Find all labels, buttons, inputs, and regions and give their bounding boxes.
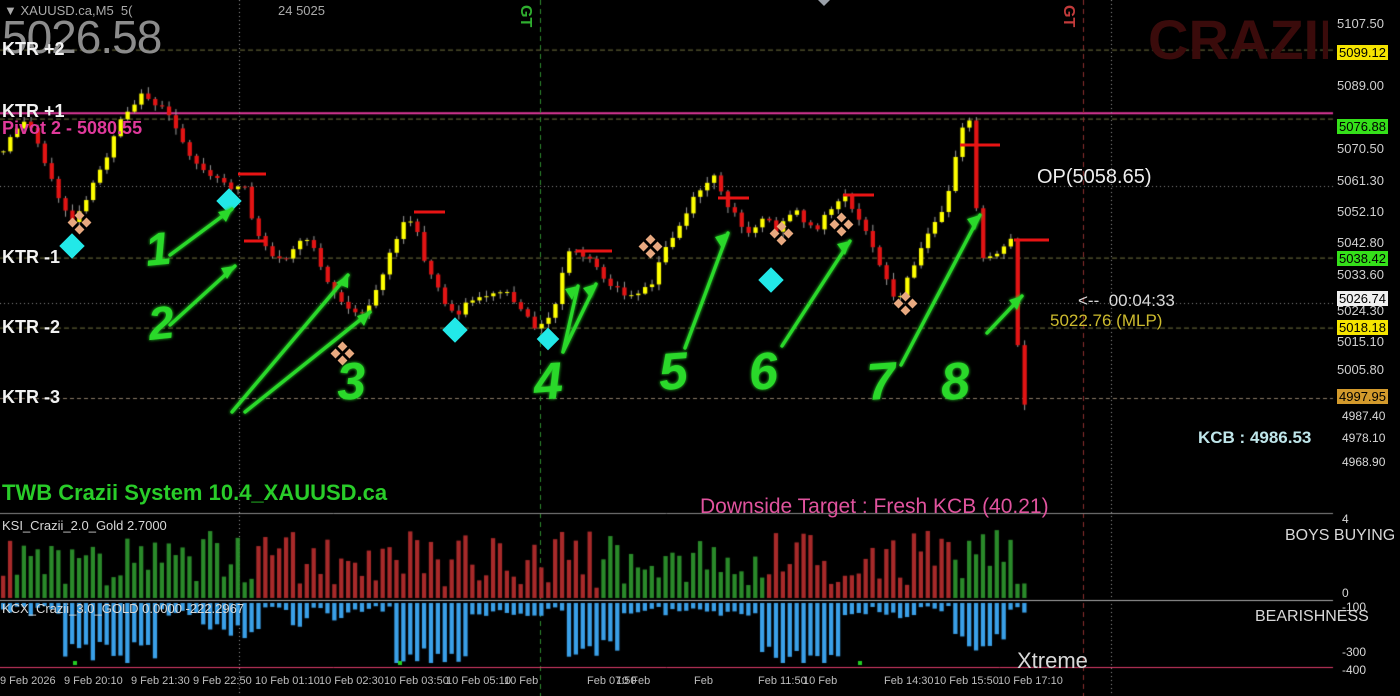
svg-text:7: 7 <box>865 352 900 412</box>
svg-text:4: 4 <box>531 352 565 412</box>
svg-text:8: 8 <box>939 352 972 412</box>
svg-text:2: 2 <box>145 296 177 351</box>
svg-text:3: 3 <box>335 352 368 412</box>
svg-text:5: 5 <box>657 342 691 402</box>
svg-text:1: 1 <box>143 222 174 276</box>
svg-text:6: 6 <box>747 342 781 402</box>
